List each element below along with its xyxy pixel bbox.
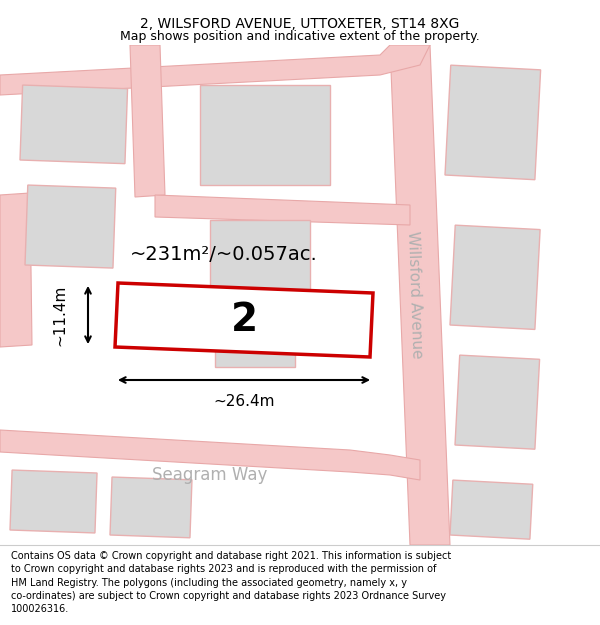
Bar <box>210 220 310 300</box>
Polygon shape <box>0 430 420 480</box>
Text: ~26.4m: ~26.4m <box>213 394 275 409</box>
Text: ~11.4m: ~11.4m <box>53 284 67 346</box>
Polygon shape <box>155 195 410 225</box>
Bar <box>455 355 539 449</box>
Bar <box>25 185 116 268</box>
Bar <box>110 477 192 538</box>
Bar <box>10 470 97 533</box>
Text: Seagram Way: Seagram Way <box>152 466 268 484</box>
Text: Contains OS data © Crown copyright and database right 2021. This information is : Contains OS data © Crown copyright and d… <box>11 551 451 614</box>
Bar <box>20 85 128 164</box>
Text: Willsford Avenue: Willsford Avenue <box>405 231 425 359</box>
Polygon shape <box>390 45 450 545</box>
Bar <box>215 312 295 367</box>
Polygon shape <box>115 283 373 357</box>
Bar <box>450 225 540 329</box>
Text: ~231m²/~0.057ac.: ~231m²/~0.057ac. <box>130 246 318 264</box>
Bar <box>445 65 541 180</box>
Bar <box>200 85 330 185</box>
Text: Map shows position and indicative extent of the property.: Map shows position and indicative extent… <box>120 30 480 42</box>
Polygon shape <box>0 45 430 95</box>
Text: 2: 2 <box>230 301 257 339</box>
Text: 2, WILSFORD AVENUE, UTTOXETER, ST14 8XG: 2, WILSFORD AVENUE, UTTOXETER, ST14 8XG <box>140 17 460 31</box>
Bar <box>450 480 533 539</box>
Polygon shape <box>130 45 165 197</box>
Polygon shape <box>0 193 32 347</box>
